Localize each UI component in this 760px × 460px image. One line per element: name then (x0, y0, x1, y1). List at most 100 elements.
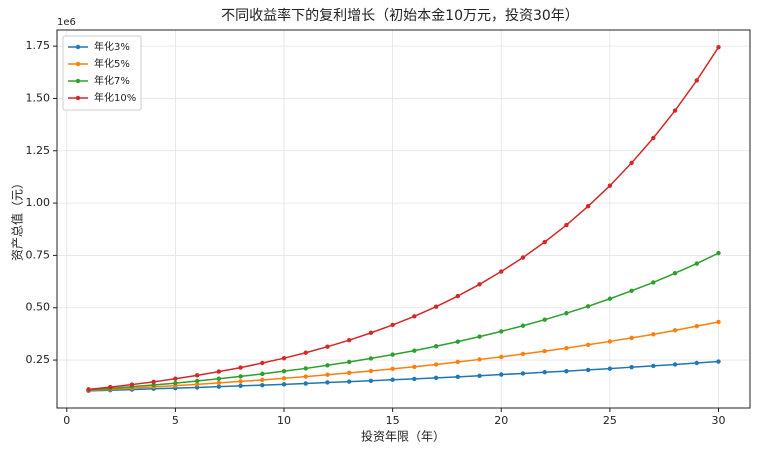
point (585, 204, 591, 209)
point (455, 293, 461, 299)
legend-marker (75, 61, 81, 67)
point (129, 382, 135, 387)
point (173, 380, 178, 386)
point (368, 378, 374, 383)
point (629, 364, 634, 370)
point (303, 381, 308, 386)
point (651, 363, 656, 369)
point (346, 359, 352, 365)
point (564, 368, 569, 374)
point (346, 337, 352, 343)
point (151, 379, 156, 385)
point (455, 339, 461, 344)
point (651, 332, 656, 337)
point (499, 329, 504, 334)
point (564, 310, 569, 316)
point (477, 334, 482, 339)
point (433, 375, 439, 381)
x-axis-label: 投资年限（年） (361, 429, 445, 444)
point (281, 382, 287, 387)
legend-label: 年化10% (94, 91, 136, 104)
point (716, 250, 721, 256)
series-line (88, 46, 720, 391)
y-tick-label: 1.00 (26, 196, 51, 209)
point (260, 377, 265, 383)
legend-marker (75, 78, 81, 84)
point (716, 44, 721, 50)
point (173, 376, 178, 381)
point (303, 366, 308, 371)
point (477, 373, 482, 378)
x-tick-label: 0 (63, 414, 70, 427)
y-tick-label: 1.75 (26, 39, 51, 52)
point (412, 376, 417, 382)
point (455, 374, 461, 380)
point (412, 314, 417, 319)
point (477, 357, 482, 362)
series-line (88, 321, 719, 392)
point (281, 368, 287, 374)
legend-label: 年化5% (94, 57, 130, 70)
point (281, 355, 287, 361)
point (629, 288, 634, 293)
x-tick-label: 10 (277, 414, 291, 427)
x-tick-label: 25 (603, 414, 617, 427)
point (672, 271, 678, 276)
plot-frame (56, 29, 751, 409)
point (390, 377, 395, 382)
point (368, 368, 374, 374)
point (325, 344, 330, 349)
point (694, 261, 699, 266)
point (564, 345, 569, 351)
point (260, 360, 265, 366)
point (238, 374, 243, 379)
x-tick-label: 15 (386, 414, 400, 427)
y-axis-label: 资产总值（元） (10, 177, 25, 261)
point (260, 371, 265, 377)
legend-label: 年化7% (94, 74, 130, 87)
point (390, 352, 395, 357)
series-line (88, 252, 719, 391)
point (716, 359, 721, 364)
point (499, 372, 504, 377)
point (238, 383, 243, 389)
point (216, 369, 222, 374)
point (585, 342, 591, 347)
x-tick-label: 30 (712, 414, 726, 427)
point (520, 323, 526, 328)
point (629, 160, 634, 166)
point (477, 282, 482, 287)
point (325, 363, 330, 368)
point (672, 108, 678, 113)
point (108, 384, 113, 390)
legend-label: 年化3% (94, 40, 130, 53)
y-offset-label: 1e6 (57, 17, 76, 28)
point (607, 183, 613, 188)
point (542, 317, 547, 322)
y-tick-label: 0.75 (26, 248, 51, 261)
point (651, 280, 656, 285)
point (346, 370, 352, 376)
legend-marker (75, 44, 81, 50)
point (499, 269, 504, 274)
point (412, 348, 417, 353)
point (151, 382, 156, 388)
series-line (88, 360, 719, 392)
point (433, 344, 439, 349)
legend-box (62, 35, 142, 111)
point (216, 380, 222, 386)
point (716, 319, 721, 325)
x-tick-label: 20 (494, 414, 508, 427)
legend-marker (75, 95, 81, 101)
chart-title: 不同收益率下的复利增长（初始本金10万元，投资30年） (221, 7, 579, 24)
point (433, 304, 439, 309)
point (346, 379, 352, 384)
point (238, 379, 243, 384)
point (455, 359, 461, 365)
point (694, 78, 699, 83)
point (390, 366, 395, 372)
point (412, 364, 417, 369)
point (194, 373, 200, 378)
point (694, 323, 699, 329)
point (672, 328, 678, 333)
